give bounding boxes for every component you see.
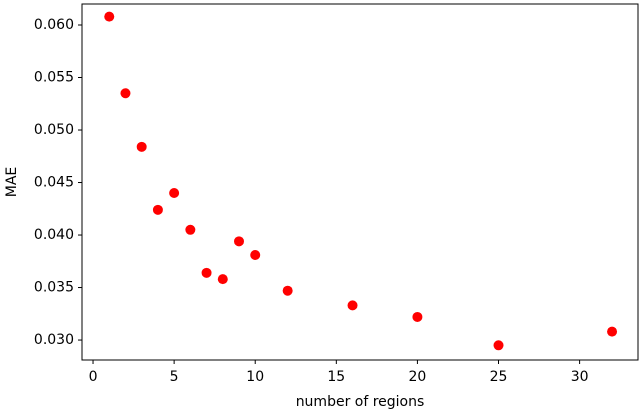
- y-tick-label: 0.050: [34, 122, 74, 138]
- point: [282, 285, 293, 296]
- point: [169, 188, 180, 199]
- y-axis-label: MAE: [4, 167, 20, 198]
- y-tick-label: 0.045: [34, 175, 74, 191]
- point: [136, 141, 147, 152]
- point: [104, 11, 115, 22]
- y-tick-label: 0.055: [34, 70, 74, 86]
- x-tick-label: 20: [409, 369, 427, 385]
- x-axis-label: number of regions: [296, 394, 425, 410]
- x-tick-label: 0: [89, 369, 98, 385]
- x-tick-label: 15: [327, 369, 345, 385]
- x-tick-label: 30: [571, 369, 589, 385]
- point: [201, 267, 212, 278]
- point: [493, 340, 504, 351]
- point: [347, 300, 358, 311]
- point: [250, 249, 261, 260]
- y-tick-label: 0.040: [34, 227, 74, 243]
- x-tick-label: 10: [246, 369, 264, 385]
- y-tick-label: 0.060: [34, 17, 74, 33]
- x-tick-label: 25: [490, 369, 508, 385]
- x-tick-label: 5: [170, 369, 179, 385]
- point: [152, 204, 163, 215]
- point: [607, 326, 618, 337]
- point: [185, 224, 196, 235]
- y-tick-label: 0.035: [34, 280, 74, 296]
- point: [217, 274, 228, 285]
- point: [412, 311, 423, 322]
- point: [234, 236, 245, 247]
- point: [120, 88, 131, 99]
- y-tick-label: 0.030: [34, 332, 74, 348]
- plot-frame: [81, 3, 639, 361]
